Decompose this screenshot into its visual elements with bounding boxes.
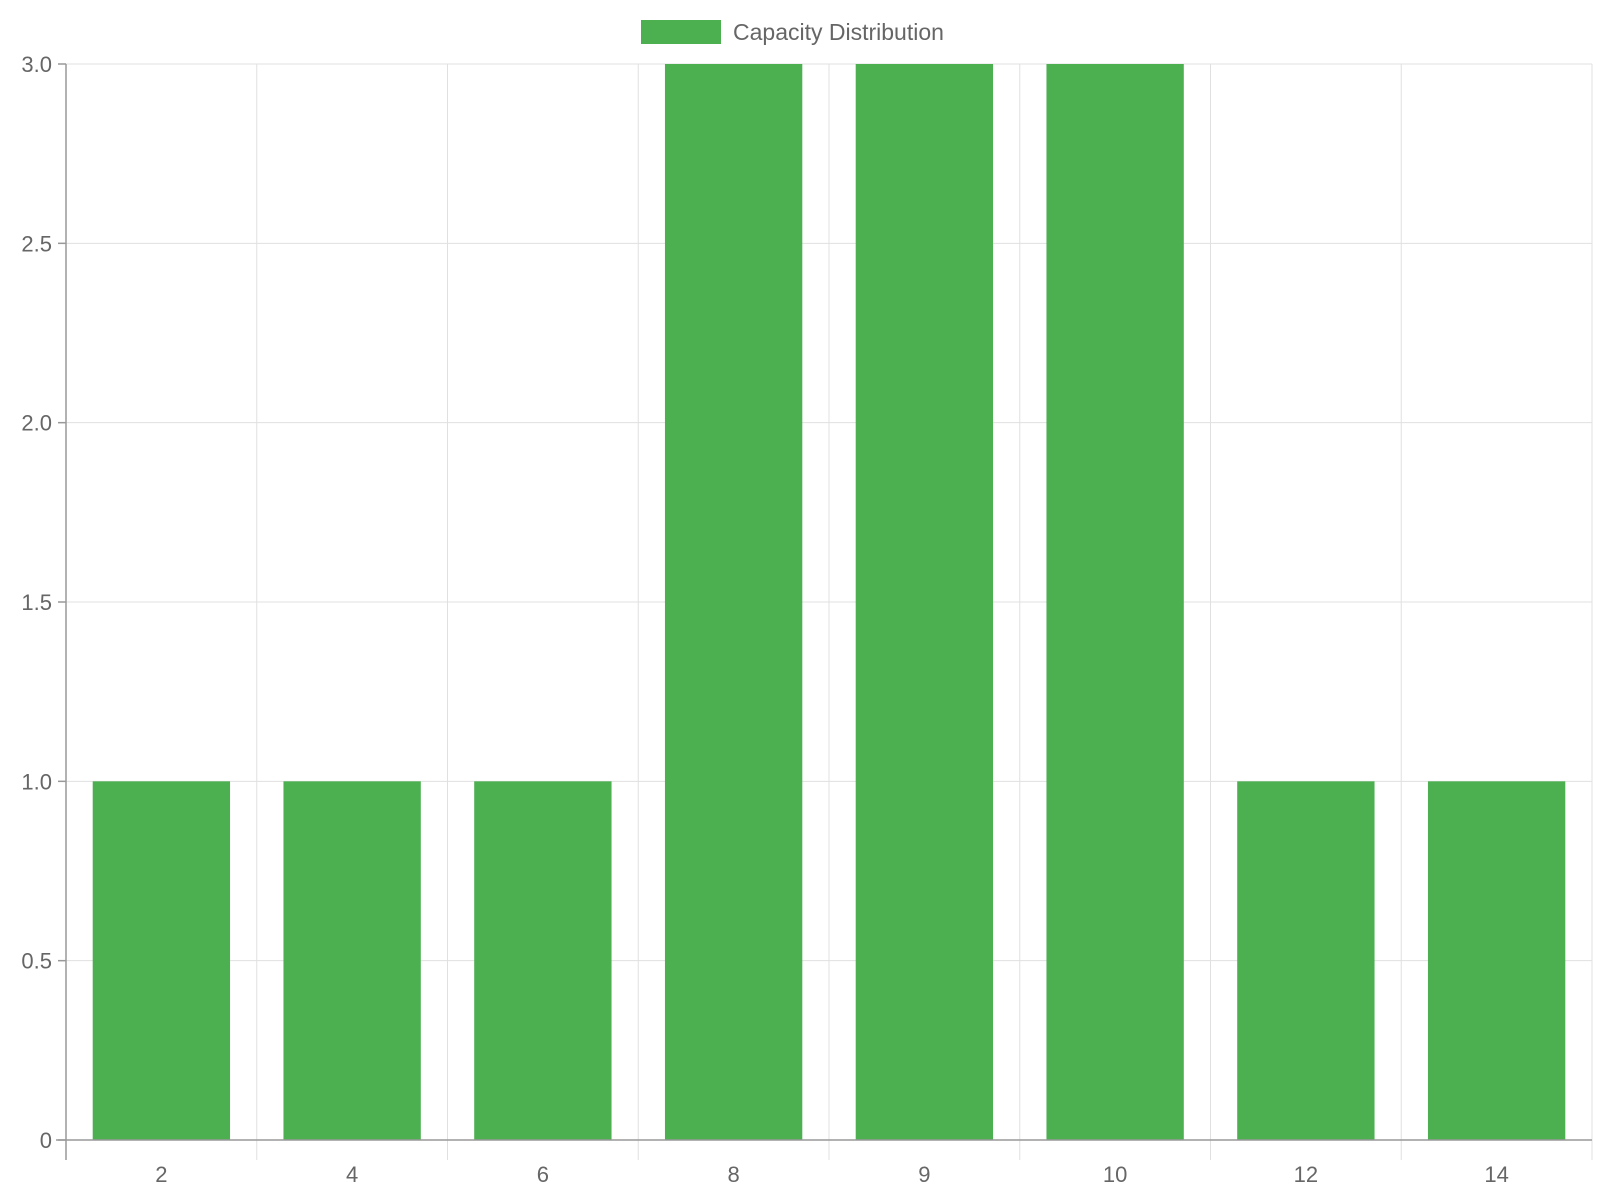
- bar-12[interactable]: [1237, 781, 1375, 1140]
- bars: [92, 64, 1566, 1140]
- axes: [56, 63, 1592, 1160]
- bar-9[interactable]: [855, 64, 994, 1140]
- y-tick-label: 1.5: [21, 590, 52, 615]
- bar-2[interactable]: [92, 781, 231, 1140]
- legend[interactable]: Capacity Distribution: [641, 19, 944, 45]
- x-tick-label: 9: [918, 1162, 930, 1187]
- x-tick-label: 10: [1103, 1162, 1127, 1187]
- bar-6[interactable]: [474, 781, 612, 1140]
- y-axis-tick-labels: 0 0.5 1.0 1.5 2.0 2.5 3.0: [21, 52, 52, 1153]
- y-tick-label: 0.5: [21, 949, 52, 974]
- y-tick-label: 2.5: [21, 231, 52, 256]
- x-axis-tick-labels: 2 4 6 8 9 10 12 14: [155, 1162, 1509, 1187]
- x-tick-label: 12: [1294, 1162, 1318, 1187]
- y-tick-label: 1.0: [21, 769, 52, 794]
- x-tick-label: 14: [1484, 1162, 1508, 1187]
- bar-4[interactable]: [283, 781, 421, 1140]
- x-tick-label: 6: [537, 1162, 549, 1187]
- legend-swatch: [641, 20, 721, 44]
- grid-lines: [66, 63, 1593, 1160]
- legend-label: Capacity Distribution: [733, 19, 944, 45]
- y-tick-label: 3.0: [21, 52, 52, 77]
- x-tick-label: 2: [155, 1162, 167, 1187]
- x-tick-label: 8: [728, 1162, 740, 1187]
- bar-14[interactable]: [1427, 781, 1566, 1140]
- bar-8[interactable]: [664, 64, 803, 1140]
- y-tick-label: 2.0: [21, 411, 52, 436]
- x-tick-label: 4: [346, 1162, 358, 1187]
- y-tick-label: 0: [40, 1128, 52, 1153]
- bar-10[interactable]: [1046, 64, 1184, 1140]
